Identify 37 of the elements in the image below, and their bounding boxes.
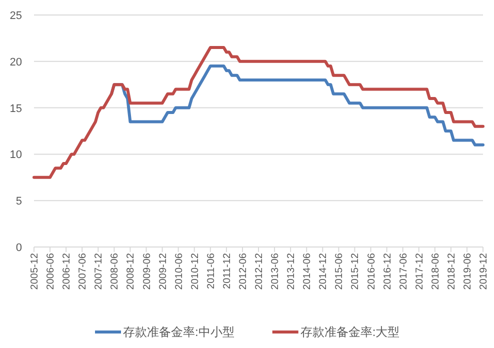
y-tick-label: 10: [10, 149, 22, 162]
x-tick-label: 2009-06: [142, 252, 153, 290]
x-tick-label: 2010-06: [174, 252, 185, 290]
x-tick-label: 2015-12: [350, 252, 362, 290]
x-tick-label: 2012-12: [254, 252, 265, 290]
x-tick-label: 2013-12: [286, 252, 298, 290]
x-tick-label: 2014-12: [318, 252, 330, 290]
y-tick-label: 5: [16, 196, 22, 208]
x-tick-label: 2017-06: [398, 252, 410, 290]
x-tick-label: 2008-06: [110, 252, 121, 290]
legend-label: 存款准备金率:中小型: [123, 325, 234, 339]
x-tick-label: 2013-06: [270, 252, 282, 290]
y-tick-label: 25: [10, 10, 22, 22]
x-tick-label: 2008-12: [126, 252, 137, 290]
x-tick-label: 2016-06: [366, 252, 378, 290]
x-tick-label: 2017-12: [414, 252, 426, 290]
y-tick-label: 15: [10, 102, 22, 115]
x-tick-label: 2014-06: [302, 252, 314, 290]
legend-label: 存款准备金率:大型: [300, 325, 400, 339]
x-tick-label: 2010-12: [190, 252, 201, 290]
y-tick-label: 20: [10, 56, 22, 68]
x-tick-label: 2006-06: [46, 252, 57, 290]
x-tick-label: 2018-06: [430, 252, 442, 290]
x-tick-label: 2007-12: [94, 252, 105, 290]
x-tick-label: 2011-06: [206, 252, 217, 289]
y-tick-label: 0: [16, 242, 22, 254]
x-tick-label: 2007-06: [78, 252, 89, 290]
x-tick-label: 2011-12: [222, 252, 233, 289]
x-tick-label: 2012-06: [238, 252, 249, 290]
x-tick-label: 2018-12: [446, 252, 458, 290]
x-tick-label: 2019-12: [478, 252, 490, 290]
x-tick-label: 2016-12: [382, 252, 394, 290]
x-tick-label: 2015-06: [334, 252, 346, 290]
x-tick-label: 2019-06: [462, 252, 474, 290]
x-tick-label: 2009-12: [158, 252, 169, 290]
x-tick-label: 2005-12: [30, 252, 40, 290]
x-tick-label: 2006-12: [62, 252, 73, 290]
